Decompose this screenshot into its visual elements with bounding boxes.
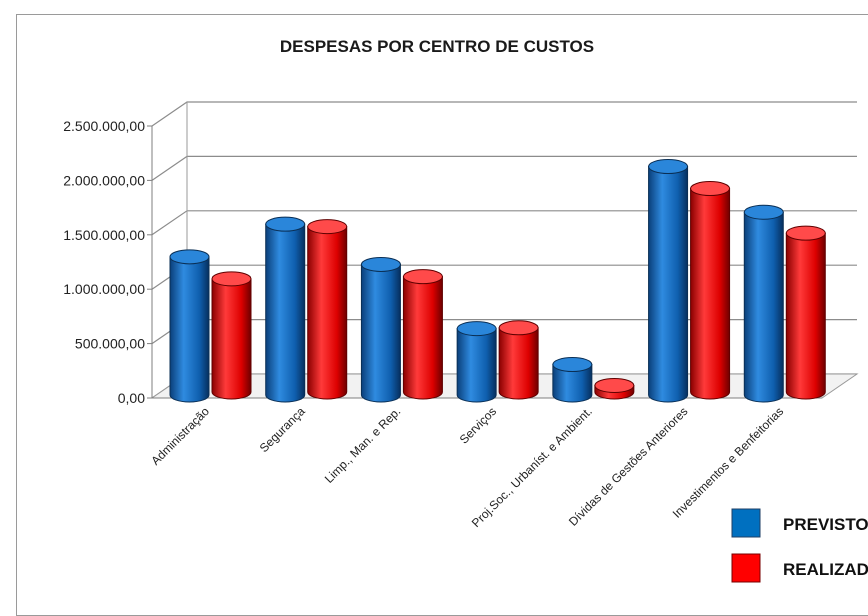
y-tick-label: 2.500.000,00: [63, 118, 145, 134]
bar-body: [498, 327, 539, 400]
bar-previsto: [743, 204, 784, 403]
bar-realizado: [307, 219, 348, 400]
bar-body: [360, 263, 401, 403]
legend: PREVISTO REALIZADO: [731, 508, 868, 583]
bar-realizado: [211, 271, 252, 400]
bar-top: [265, 216, 306, 232]
legend-label-realizado: REALIZADO: [783, 560, 868, 579]
bar-chart: DESPESAS POR CENTRO DE CUSTOS 0,00 500.00…: [63, 37, 868, 583]
bar-previsto: [552, 357, 593, 403]
gridline: [151, 101, 857, 127]
bars: [169, 159, 826, 403]
y-tick-label: 0,00: [118, 390, 145, 406]
y-tick-label: 1.500.000,00: [63, 227, 145, 243]
bar-previsto: [648, 159, 689, 403]
y-axis-ticks: 0,00 500.000,00 1.000.000,00 1.500.000,00 2.…: [63, 118, 145, 406]
x-tick-label: Investimentos e Benfeitorias: [670, 404, 786, 520]
y-tick-label: 1.000.000,00: [63, 281, 145, 297]
bar-top: [594, 377, 635, 393]
bar-body: [211, 278, 252, 400]
bar-top: [360, 256, 401, 272]
legend-swatch-realizado: [731, 553, 761, 583]
bar-body: [785, 232, 826, 400]
bar-top: [498, 320, 539, 336]
bar-top: [552, 357, 593, 373]
x-axis-ticks: Administração Segurança Limp., Man. e Rep.…: [148, 404, 786, 530]
bar-top: [785, 225, 826, 241]
gridline: [151, 155, 857, 181]
bar-top: [743, 204, 784, 220]
bar-body: [552, 364, 593, 403]
bar-body: [402, 276, 443, 400]
bar-realizado: [498, 320, 539, 400]
x-tick-label: Serviços: [457, 404, 499, 446]
bar-body: [169, 256, 210, 403]
bar-top: [648, 159, 689, 175]
bar-top: [456, 321, 497, 337]
legend-swatch-previsto: [731, 508, 761, 538]
bar-previsto: [169, 249, 210, 403]
chart-title: DESPESAS POR CENTRO DE CUSTOS: [280, 37, 594, 56]
bar-body: [307, 226, 348, 400]
bar-realizado: [785, 225, 826, 400]
bar-body: [743, 211, 784, 403]
bar-previsto: [360, 256, 401, 403]
bar-realizado: [594, 377, 635, 400]
x-tick-label: Limp., Man. e Rep.: [322, 404, 404, 486]
bar-top: [169, 249, 210, 265]
bar-top: [402, 269, 443, 285]
legend-label-previsto: PREVISTO: [783, 515, 868, 534]
bar-realizado: [402, 269, 443, 400]
bar-realizado: [690, 181, 731, 400]
bar-body: [648, 166, 689, 403]
x-tick-label: Segurança: [257, 404, 308, 455]
bar-body: [690, 188, 731, 400]
bar-body: [456, 328, 497, 403]
y-tick-label: 500.000,00: [75, 336, 145, 352]
bar-top: [211, 271, 252, 287]
bar-top: [307, 219, 348, 235]
bar-previsto: [456, 321, 497, 403]
bar-previsto: [265, 216, 306, 403]
x-tick-label: Administração: [148, 404, 212, 468]
bar-body: [265, 223, 306, 403]
bar-top: [690, 181, 731, 197]
y-tick-label: 2.000.000,00: [63, 172, 145, 188]
